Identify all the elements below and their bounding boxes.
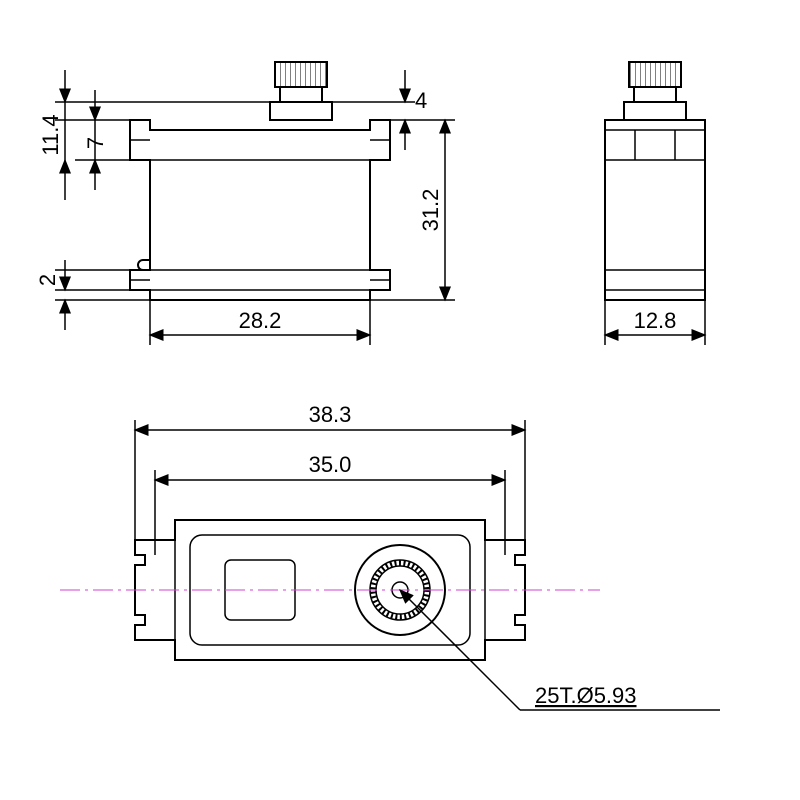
side-view: 12.8 [605,62,705,345]
drawing-canvas: 28.2 31.2 4 11.4 7 2 [0,0,800,800]
dim-tab-height: 7 [83,137,108,149]
dim-spline: 25T.Ø5.93 [535,683,637,708]
top-view: 38.3 35.0 25T.Ø5.93 [60,402,720,710]
dim-body-height: 31.2 [418,189,443,232]
front-view: 28.2 31.2 4 11.4 7 2 [35,62,455,345]
dim-hole-span: 35.0 [309,452,352,477]
dim-side-width: 12.8 [634,308,677,333]
dim-tab-plus-step: 11.4 [38,114,63,155]
dim-body-width: 28.2 [239,308,282,333]
dim-bottom-step: 2 [35,274,60,286]
dim-top-step: 4 [415,88,427,113]
dim-overall-length: 38.3 [309,402,352,427]
